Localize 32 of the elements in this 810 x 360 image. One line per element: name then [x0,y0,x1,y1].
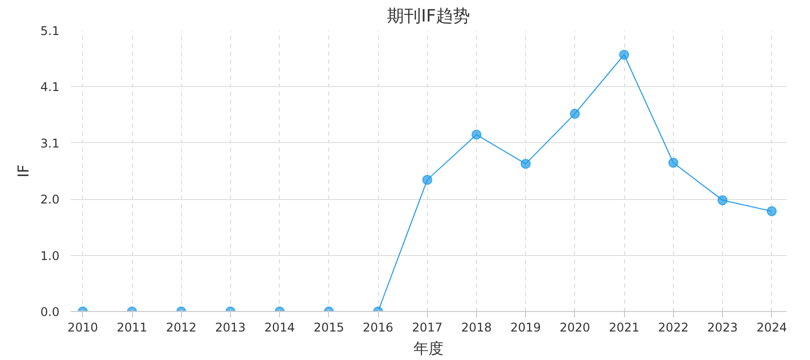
x-tick-label: 2022 [658,320,689,334]
x-tick-label: 2013 [215,320,246,334]
chart-title: 期刊IF趋势 [387,6,470,26]
point [570,108,580,119]
x-axis-title: 年度 [414,340,444,358]
x-tick-label: 2024 [756,320,788,334]
x-tick-label: 2011 [116,320,148,334]
x-tick-label: 2014 [264,320,295,334]
y-tick-label: 4.1 [40,80,60,94]
point [766,206,777,216]
x-tick-label: 2018 [461,320,492,334]
point [520,158,531,169]
x-tick-label: 2016 [362,320,394,334]
y-tick-label: 5.1 [40,24,60,38]
point [718,195,728,206]
y-axis-title: IF [14,164,32,178]
y-tick-label: 2.0 [40,192,60,207]
point [619,50,630,60]
x-tick-label: 2019 [510,320,541,334]
x-tick-label: 2015 [314,320,344,334]
point [668,158,678,168]
point [471,130,482,140]
x-tick-label: 2021 [608,320,640,334]
x-tick-label: 2017 [412,320,443,334]
point [422,174,432,185]
x-tick-label: 2020 [560,320,590,334]
x-tick-label: 2010 [68,320,98,334]
x-tick-label: 2023 [707,320,738,334]
y-tick-label: 3.1 [40,136,60,150]
y-tick-label: 0.0 [40,305,60,319]
y-tick-label: 1.0 [40,248,60,263]
x-tick-label: 2012 [166,320,196,334]
